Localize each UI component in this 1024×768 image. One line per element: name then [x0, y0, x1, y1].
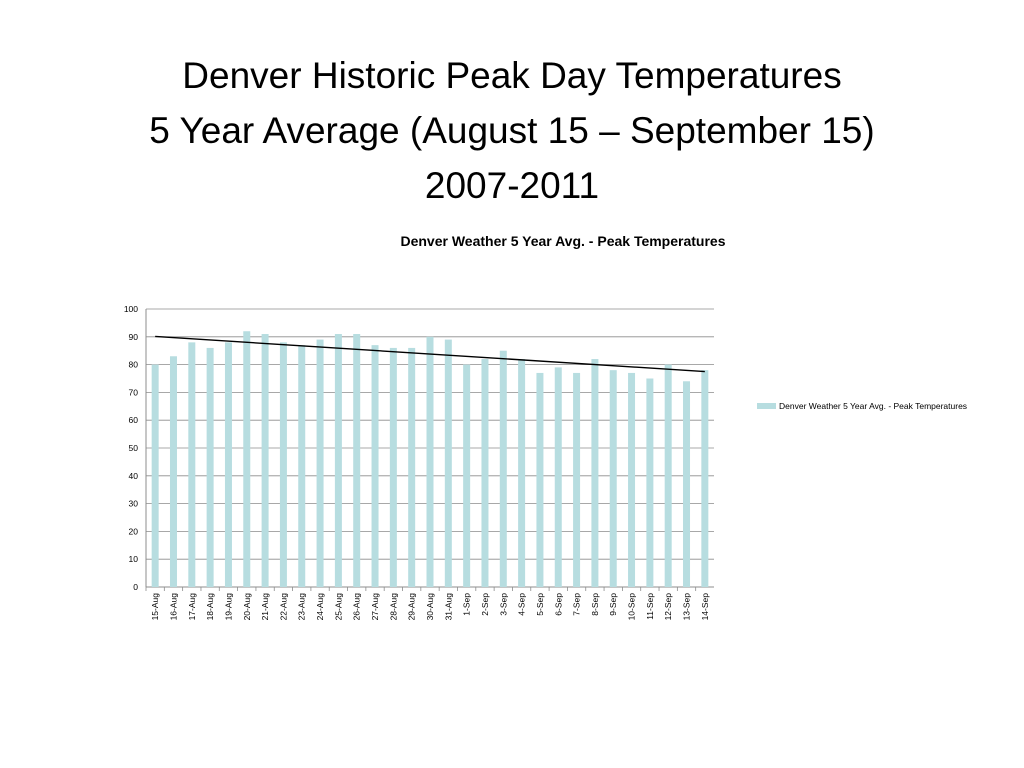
y-tick-label: 40 [129, 471, 139, 481]
bar [664, 364, 672, 587]
y-tick-label: 50 [129, 443, 139, 453]
y-tick-label: 80 [129, 360, 139, 370]
x-tick-label: 28-Aug [388, 593, 398, 621]
bar [334, 334, 342, 587]
bar [573, 372, 581, 587]
y-tick-label: 90 [129, 332, 139, 342]
slide-title-line-3: 2007-2011 [424, 165, 600, 206]
bar [609, 370, 617, 587]
bar [499, 350, 507, 587]
bar [628, 372, 636, 587]
x-tick-label: 17-Aug [187, 593, 197, 621]
x-tick-label: 5-Sep [535, 593, 545, 616]
x-tick-label: 3-Sep [498, 593, 508, 616]
bar [151, 364, 159, 587]
legend-swatch [757, 403, 776, 409]
bar [188, 342, 196, 587]
legend-label: Denver Weather 5 Year Avg. - Peak Temper… [779, 401, 967, 411]
bar [298, 345, 306, 587]
x-tick-label: 24-Aug [315, 593, 325, 621]
bar [243, 331, 251, 587]
bar [481, 359, 489, 587]
y-tick-label: 70 [129, 387, 139, 397]
x-tick-label: 6-Sep [553, 593, 563, 616]
x-tick-label: 26-Aug [352, 593, 362, 621]
bar [646, 378, 654, 587]
x-tick-label: 10-Sep [627, 593, 637, 621]
x-tick-label: 27-Aug [370, 593, 380, 621]
y-tick-label: 100 [124, 304, 138, 314]
x-tick-label: 9-Sep [608, 593, 618, 616]
bar [444, 339, 452, 587]
y-tick-label: 60 [129, 415, 139, 425]
slide-title: Denver Historic Peak Day Temperatures 5 … [0, 48, 1024, 213]
x-tick-label: 12-Sep [663, 593, 673, 621]
trendline [155, 335, 705, 373]
x-tick-label: 14-Sep [700, 593, 710, 621]
bar [463, 364, 471, 587]
x-tick-label: 16-Aug [168, 593, 178, 621]
x-tick-label: 18-Aug [205, 593, 215, 621]
x-tick-label: 7-Sep [572, 593, 582, 616]
bar [261, 334, 269, 587]
bar [536, 372, 544, 587]
y-tick-label: 30 [129, 499, 139, 509]
x-tick-label: 20-Aug [242, 593, 252, 621]
x-tick-label: 29-Aug [407, 593, 417, 621]
x-tick-label: 2-Sep [480, 593, 490, 616]
x-tick-label: 15-Aug [150, 593, 160, 621]
bar [591, 359, 599, 587]
chart-title: Denver Weather 5 Year Avg. - Peak Temper… [400, 233, 725, 249]
x-tick-label: 30-Aug [425, 593, 435, 621]
x-tick-label: 19-Aug [223, 593, 233, 621]
x-tick-label: 22-Aug [278, 593, 288, 621]
bar [554, 367, 562, 587]
slide-title-line-1: Denver Historic Peak Day Temperatures [182, 55, 842, 96]
y-tick-label: 0 [133, 582, 138, 592]
y-tick-label: 10 [129, 554, 139, 564]
bar [353, 334, 361, 587]
bar [371, 345, 379, 587]
slide-title-line-2: 5 Year Average (August 15 – September 15… [149, 110, 875, 151]
bar [518, 359, 526, 587]
bar [224, 342, 232, 587]
bar [279, 342, 287, 587]
x-tick-label: 21-Aug [260, 593, 270, 621]
x-tick-label: 31-Aug [443, 593, 453, 621]
bar [169, 356, 177, 587]
x-tick-label: 8-Sep [590, 593, 600, 616]
x-tick-label: 1-Sep [462, 593, 472, 616]
x-tick-label: 25-Aug [333, 593, 343, 621]
bar [683, 381, 691, 587]
x-tick-label: 4-Sep [517, 593, 527, 616]
bar [206, 347, 214, 587]
bar [408, 347, 416, 587]
x-tick-label: 23-Aug [297, 593, 307, 621]
bar [426, 336, 434, 587]
bar [316, 339, 324, 587]
x-tick-label: 13-Sep [682, 593, 692, 621]
y-tick-label: 20 [129, 526, 139, 536]
bar [389, 347, 397, 587]
x-tick-label: 11-Sep [645, 593, 655, 620]
bar [701, 370, 709, 587]
